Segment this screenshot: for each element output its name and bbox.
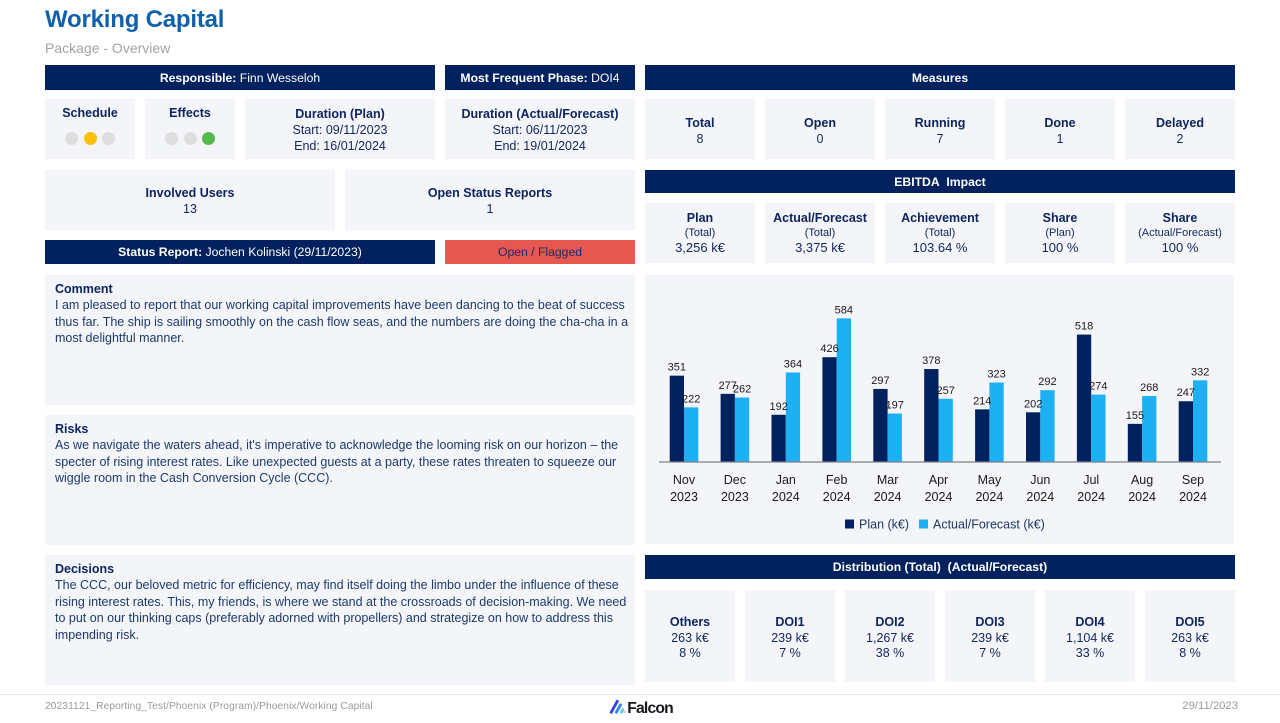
svg-text:426: 426 <box>820 343 838 355</box>
svg-text:2024: 2024 <box>823 490 851 504</box>
svg-text:Sep: Sep <box>1182 473 1204 487</box>
svg-text:332: 332 <box>1191 366 1209 378</box>
svg-text:222: 222 <box>682 393 700 405</box>
svg-text:323: 323 <box>987 369 1005 381</box>
svg-text:155: 155 <box>1126 410 1144 422</box>
svg-text:274: 274 <box>1089 381 1107 393</box>
svg-text:May: May <box>978 473 1002 487</box>
svg-text:268: 268 <box>1140 382 1158 394</box>
svg-text:351: 351 <box>668 362 686 374</box>
svg-text:192: 192 <box>769 401 787 413</box>
svg-text:257: 257 <box>936 385 954 397</box>
svg-text:Nov: Nov <box>673 473 696 487</box>
svg-text:2024: 2024 <box>925 490 953 504</box>
svg-text:Falcon: Falcon <box>627 700 673 717</box>
svg-text:Actual/Forecast (k€): Actual/Forecast (k€) <box>933 518 1045 532</box>
svg-text:277: 277 <box>719 380 737 392</box>
svg-text:197: 197 <box>886 400 904 412</box>
svg-text:584: 584 <box>835 304 853 316</box>
svg-text:2024: 2024 <box>1128 490 1156 504</box>
svg-text:262: 262 <box>733 384 751 396</box>
svg-text:2023: 2023 <box>721 490 749 504</box>
svg-text:Feb: Feb <box>826 473 848 487</box>
svg-text:Mar: Mar <box>877 473 899 487</box>
svg-text:297: 297 <box>871 375 889 387</box>
svg-text:2024: 2024 <box>874 490 902 504</box>
svg-text:378: 378 <box>922 355 940 367</box>
svg-text:2024: 2024 <box>772 490 800 504</box>
svg-text:Plan (k€): Plan (k€) <box>859 518 909 532</box>
svg-text:2024: 2024 <box>975 490 1003 504</box>
svg-text:2024: 2024 <box>1179 490 1207 504</box>
svg-text:2023: 2023 <box>670 490 698 504</box>
svg-text:Aug: Aug <box>1131 473 1153 487</box>
svg-text:214: 214 <box>973 395 991 407</box>
svg-text:Jul: Jul <box>1083 473 1099 487</box>
svg-text:247: 247 <box>1177 387 1195 399</box>
svg-text:364: 364 <box>784 358 802 370</box>
svg-text:2024: 2024 <box>1077 490 1105 504</box>
svg-text:2024: 2024 <box>1026 490 1054 504</box>
svg-text:518: 518 <box>1075 321 1093 333</box>
svg-text:Dec: Dec <box>724 473 746 487</box>
svg-text:Jun: Jun <box>1030 473 1050 487</box>
svg-text:292: 292 <box>1038 376 1056 388</box>
svg-text:Jan: Jan <box>776 473 796 487</box>
svg-text:202: 202 <box>1024 398 1042 410</box>
svg-text:Apr: Apr <box>929 473 948 487</box>
